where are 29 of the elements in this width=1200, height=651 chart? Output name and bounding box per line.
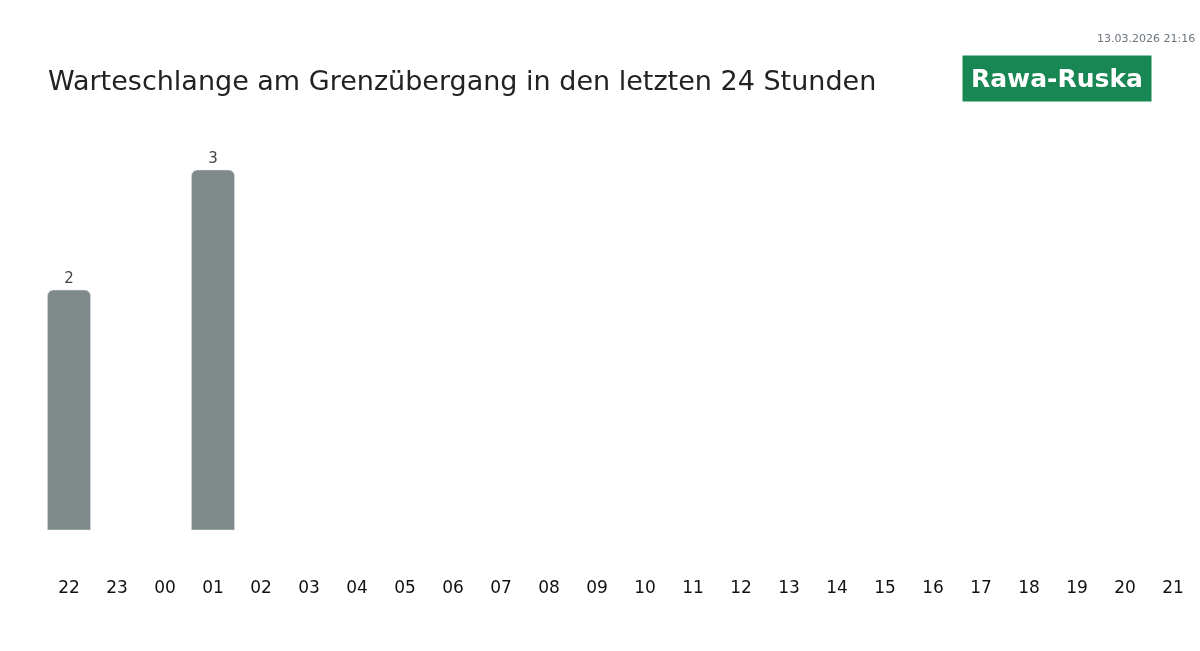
data-label: 3	[208, 148, 218, 167]
x-tick-label: 12	[730, 577, 752, 597]
x-tick-label: 17	[970, 577, 992, 597]
x-tick-label: 03	[298, 577, 320, 597]
x-tick-label: 21	[1162, 577, 1184, 597]
x-tick-label: 22	[58, 577, 80, 597]
x-tick-label: 02	[250, 577, 272, 597]
x-tick-label: 16	[922, 577, 944, 597]
x-tick-label: 04	[346, 577, 368, 597]
x-tick-label: 09	[586, 577, 608, 597]
chart-subtitle: Rawa-Ruska	[971, 64, 1143, 93]
x-tick-label: 10	[634, 577, 656, 597]
x-tick-label: 11	[682, 577, 704, 597]
x-tick-label: 14	[826, 577, 848, 597]
x-tick-label: 08	[538, 577, 560, 597]
x-tick-label: 23	[106, 577, 128, 597]
x-tick-label: 06	[442, 577, 464, 597]
x-tick-label: 01	[202, 577, 224, 597]
x-tick-label: 07	[490, 577, 512, 597]
text: 13.03.2026 21:16	[1097, 32, 1196, 45]
chart-title: Warteschlange am Grenzübergang in den letzten 24 Stunden	[48, 64, 877, 96]
x-tick-label: 19	[1066, 577, 1088, 597]
x-tick-label: 13	[778, 577, 800, 597]
x-tick-label: 20	[1114, 577, 1136, 597]
x-tick-label: 15	[874, 577, 896, 597]
x-tick-label: 05	[394, 577, 416, 597]
x-tick-label: 18	[1018, 577, 1040, 597]
data-label: 2	[64, 268, 74, 287]
x-tick-label: 00	[154, 577, 176, 597]
